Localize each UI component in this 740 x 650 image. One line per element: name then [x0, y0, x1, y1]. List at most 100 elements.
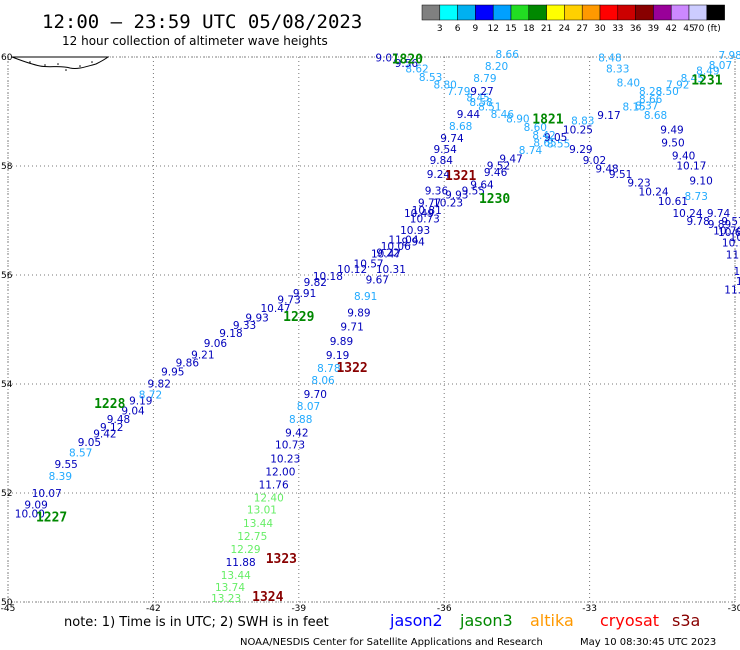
wave-height-value: 11.47 [726, 250, 740, 262]
wave-height-value: 9.17 [597, 110, 620, 122]
colorbar-swatch [457, 4, 476, 21]
wave-height-value: 8.74 [519, 145, 543, 157]
wave-height-value: 9.27 [470, 86, 493, 98]
wave-height-value: 9.93 [445, 190, 468, 202]
wave-height-value: 9.23 [627, 178, 650, 190]
wave-height-value: 7.92 [666, 80, 689, 92]
wave-height-value: 10.57 [354, 258, 384, 270]
wave-height-value: 10.31 [376, 264, 406, 276]
pass-time-label: 1324 [252, 590, 283, 605]
wave-height-value: 9.73 [277, 294, 300, 306]
pass-time-label: 1821 [532, 112, 563, 127]
wave-height-value: 10.23 [270, 453, 300, 465]
wave-height-value: 8.50 [655, 86, 678, 98]
wave-height-value: 8.48 [598, 52, 621, 64]
satellite-legend: jason2 jason3 altika cryosat s3a [389, 611, 700, 630]
wave-height-value: 8.33 [606, 63, 629, 75]
wave-height-value: 8.37 [635, 100, 658, 112]
colorbar-tick-label: 15 [505, 24, 516, 34]
colorbar-tick-label: 39 [648, 24, 660, 34]
wave-height-value: 10.49 [404, 208, 434, 220]
colorbar-swatch [546, 4, 565, 21]
wave-height-value: 10.00 [15, 509, 45, 521]
colorbar-swatch [617, 4, 636, 21]
wave-height-value: 13.44 [221, 570, 251, 582]
wave-height-value: 8.60 [524, 122, 547, 134]
wave-height-value: 9.09 [24, 499, 47, 511]
wave-height-value: 8.46 [491, 109, 515, 121]
wave-height-value: 9.84 [430, 155, 454, 167]
wave-height-value: 13.01 [247, 505, 277, 517]
wave-height-value: 8.49 [696, 65, 719, 77]
colorbar-swatch [581, 4, 601, 21]
footer-timestamp: May 10 08:30:45 UTC 2023 [580, 637, 716, 648]
wave-height-value: 9.49 [660, 124, 683, 136]
wave-height-value: 9.24 [427, 169, 451, 181]
page-title: 12:00 – 23:59 UTC 05/08/2023 [42, 11, 362, 33]
wave-height-value: 9.29 [569, 144, 592, 156]
satellite-legend-item: altika [530, 611, 574, 630]
colorbar-swatch [688, 4, 708, 21]
wave-height-value: 8.72 [139, 390, 162, 402]
wave-height-value: 9.05 [78, 437, 101, 449]
wave-height-value: 10.47 [261, 303, 291, 315]
lon-tick-label: -33 [582, 604, 597, 614]
wave-height-value: 9.89 [330, 336, 353, 348]
wave-height-value: 10.64 [718, 227, 740, 239]
wave-height-value: 9.78 [686, 216, 709, 228]
pass-time-label: 1230 [479, 192, 510, 207]
wave-height-value: 9.89 [708, 219, 731, 231]
wave-height-value: 9.89 [347, 307, 370, 319]
wave-height-value: 9.46 [484, 167, 508, 179]
wave-height-value: 8.68 [449, 121, 472, 133]
wave-height-value: 8.57 [69, 447, 92, 459]
wave-height-value: 10.24 [639, 186, 669, 198]
wave-height-value: 12.40 [254, 493, 284, 505]
wave-height-value: 9.19 [326, 350, 349, 362]
wave-height-value: 11.88 [226, 557, 256, 569]
wave-height-value: 11.04 [388, 234, 418, 246]
pass-time-label: 1321 [445, 169, 476, 184]
wave-height-value: 8.78 [317, 363, 340, 375]
wave-height-value: 9.12 [100, 422, 123, 434]
lat-tick-label: 58 [1, 162, 13, 172]
colorbar-swatch [706, 4, 725, 21]
wave-height-value: 8.07 [709, 60, 732, 72]
wave-height-value: 9.54 [433, 144, 457, 156]
wave-height-value: 13.23 [211, 593, 241, 605]
wave-height-value: 10.47 [371, 249, 401, 261]
wave-height-value: 10.24 [672, 208, 702, 220]
wave-height-value: 10.07 [32, 488, 62, 500]
colorbar-swatch [421, 4, 441, 21]
wave-height-value: 8.91 [354, 291, 377, 303]
satellite-legend-item: jason2 [389, 611, 443, 630]
wave-height-value: 9.18 [219, 328, 242, 340]
colorbar-tick-label: 24 [559, 24, 571, 34]
wave-height-value: 8.55 [547, 138, 570, 150]
footer-credit: NOAA/NESDIS Center for Satellite Applica… [240, 637, 543, 648]
colorbar-swatch [439, 4, 458, 21]
wave-height-value: 10.16 [722, 238, 740, 250]
wave-height-value: 9.74 [707, 208, 731, 220]
wave-height-value: 8.83 [571, 116, 594, 128]
wave-height-value: 8.66 [639, 94, 663, 106]
axis-labels: -45 -42 -39 -36 -33 -30 50 52 54 56 58 60 [1, 53, 740, 614]
wave-height-value: 8.39 [49, 471, 72, 483]
colorbar-tick-label: 9 [473, 24, 479, 34]
colorbar-swatch [492, 4, 512, 21]
wave-height-value: 9.94 [401, 237, 425, 249]
wave-height-value: 8.90 [506, 113, 529, 125]
wave-height-value: 9.95 [161, 366, 184, 378]
wave-height-value: 9.71 [340, 322, 363, 334]
wave-height-value: 9.64 [470, 179, 494, 191]
colorbar-tick-label: 18 [523, 24, 535, 34]
wave-height-value: 9.19 [129, 396, 152, 408]
wave-height-value: 12.29 [230, 544, 260, 556]
wave-height-value: 8.73 [685, 191, 708, 203]
coastline-dots [29, 61, 93, 71]
satellite-legend-item: jason3 [459, 611, 513, 630]
wave-height-value: 8.58 [469, 97, 492, 109]
wave-height-value: 9.10 [689, 176, 712, 188]
wave-height-value: 8.88 [289, 414, 312, 426]
